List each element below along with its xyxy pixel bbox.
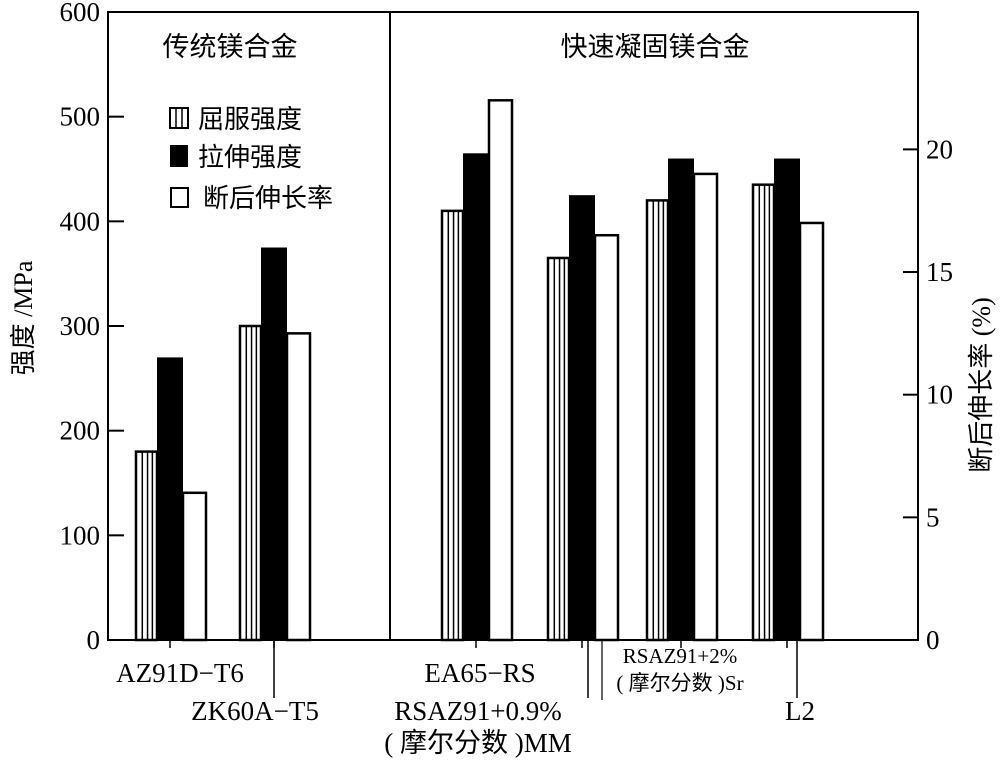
bar-yield (546, 256, 571, 642)
category-label: EA65−RS (424, 658, 535, 688)
legend: 屈服强度 拉伸强度 断后伸长率 (169, 105, 333, 214)
y-right-tick-label: 5 (926, 502, 940, 532)
category-label: RSAZ91+2% (623, 644, 738, 668)
bar-yield (238, 324, 263, 642)
y-tick-label: 600 (60, 0, 101, 27)
y-axis-label-left: 强度 /MPa (9, 260, 38, 375)
bar-tensile (157, 357, 183, 640)
y-axis-label-right: 断后伸长率 (%) (967, 297, 996, 472)
bar-elongation (487, 99, 514, 642)
y-tick-label: 400 (60, 206, 101, 236)
group-title-traditional: 传统镁合金 (163, 32, 298, 63)
y-right-tick-label: 15 (926, 257, 953, 287)
bar-tensile (774, 158, 800, 641)
bar-elongation (593, 233, 620, 642)
bar-tensile (463, 153, 489, 641)
group-title-rapid-solidified: 快速凝固镁合金 (561, 32, 750, 63)
bar-tensile (261, 247, 287, 640)
y-tick-label: 300 (60, 311, 101, 341)
y-right-tick-label: 10 (926, 380, 953, 410)
bar-elongation (285, 332, 312, 642)
bar-elongation (798, 221, 825, 642)
bar-elongation (181, 491, 208, 642)
legend-label-tensile: 拉伸强度 (198, 143, 302, 173)
y-tick-label: 500 (60, 102, 101, 132)
y-right-tick-label: 20 (926, 134, 953, 164)
y-tick-label: 0 (87, 625, 101, 655)
category-label: RSAZ91+0.9% (394, 696, 561, 726)
category-label: ( 摩尔分数 )Sr (616, 671, 743, 695)
bar-tensile (668, 158, 694, 641)
legend-swatch-yield (169, 107, 189, 129)
bar-yield (751, 183, 776, 642)
bar-yield (134, 450, 159, 642)
y-right-tick-label: 0 (926, 625, 940, 655)
y-tick-label: 200 (60, 416, 101, 446)
legend-swatch-elongation (170, 187, 189, 208)
category-label: L2 (785, 696, 815, 726)
legend-swatch-tensile (170, 145, 188, 167)
legend-label-yield: 屈服强度 (198, 105, 302, 135)
category-label: ( 摩尔分数 )MM (384, 728, 572, 758)
y-tick-label: 100 (60, 520, 101, 550)
bar-tensile (569, 195, 595, 640)
legend-label-elongation: 断后伸长率 (203, 184, 333, 214)
bar-yield (645, 199, 670, 642)
bar-yield (440, 209, 465, 642)
category-label: AZ91D−T6 (116, 658, 244, 688)
bar-elongation (692, 172, 719, 642)
category-label: ZK60A−T5 (191, 696, 319, 726)
